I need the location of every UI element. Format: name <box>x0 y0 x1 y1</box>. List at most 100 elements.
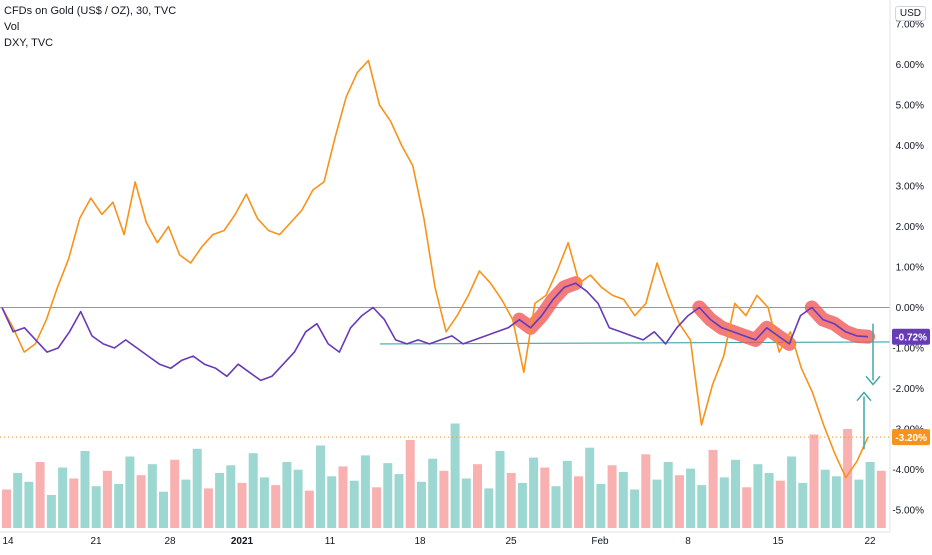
volume-bar <box>574 476 583 528</box>
volume-bar <box>147 464 157 528</box>
legend-main-series[interactable]: CFDs on Gold (US$ / OZ), 30, TVC <box>4 5 177 17</box>
volume-bar <box>327 476 337 528</box>
volume-bar <box>618 471 628 528</box>
volume-bar <box>517 482 527 528</box>
gold-series <box>1 59 869 479</box>
gold-last-value-badge-label: -3.20% <box>895 433 927 444</box>
y-tick-label: -4.00% <box>892 465 924 476</box>
volume-bar <box>237 482 247 528</box>
volume-bar <box>450 423 460 528</box>
volume-bar <box>843 429 853 528</box>
volume-bar <box>607 465 617 528</box>
legend-dxy[interactable]: DXY, TVC <box>4 37 54 49</box>
volume-bar <box>540 467 550 528</box>
dxy-series <box>1 282 869 382</box>
volume-bars <box>2 423 886 528</box>
y-tick-label: 2.00% <box>896 222 924 233</box>
volume-bar <box>775 480 785 528</box>
volume-bar <box>394 474 404 528</box>
x-tick-label: 8 <box>685 536 691 547</box>
y-tick-label: -1.00% <box>892 344 924 355</box>
volume-bar <box>495 451 505 528</box>
volume-bar <box>529 457 539 528</box>
support-line <box>379 341 891 345</box>
dxy-last-value-badge <box>892 328 930 345</box>
volume-bar <box>708 449 718 528</box>
arrow-up-head <box>856 391 872 402</box>
volume-bar <box>630 489 640 528</box>
volume-bar <box>372 487 382 528</box>
volume-bar <box>742 487 752 528</box>
volume-bar <box>13 473 23 528</box>
gold-last-value-badge <box>892 429 930 446</box>
volume-bar <box>652 479 662 528</box>
volume-bar <box>58 467 68 528</box>
volume-bar <box>383 463 393 528</box>
volume-bar <box>831 476 841 528</box>
volume-bar <box>731 459 740 528</box>
volume-bar <box>417 481 426 528</box>
currency-button[interactable]: USD <box>894 6 926 21</box>
volume-bar <box>641 454 651 528</box>
volume-bar <box>69 478 79 528</box>
volume-bar <box>2 489 11 528</box>
volume-bar <box>820 469 830 528</box>
x-tick-label: 2021 <box>231 536 254 547</box>
dxy-line <box>1 282 869 382</box>
volume-bar <box>461 478 471 528</box>
highlight-stroke <box>512 276 583 335</box>
volume-bar <box>764 473 774 528</box>
volume-bar <box>360 455 370 528</box>
volume-bar <box>215 473 225 528</box>
volume-bar <box>809 434 819 528</box>
volume-bar <box>282 462 292 528</box>
volume-bar <box>585 447 595 528</box>
volume-bar <box>753 464 763 528</box>
y-tick-label: 6.00% <box>896 60 924 71</box>
x-tick-label: Feb <box>591 536 609 547</box>
volume-bar <box>80 451 90 528</box>
volume-bar <box>226 465 236 528</box>
x-tick-label: 22 <box>864 536 876 547</box>
volume-bar <box>506 473 516 528</box>
y-tick-label: 4.00% <box>896 141 924 152</box>
y-tick-label: -2.00% <box>892 384 924 395</box>
volume-bar <box>596 484 606 528</box>
x-tick-label: 28 <box>164 536 176 547</box>
x-tick-label: 25 <box>505 536 517 547</box>
volume-bar <box>170 459 180 528</box>
volume-bar <box>181 479 191 528</box>
x-tick-label: 15 <box>772 536 784 547</box>
x-tick-label: 21 <box>90 536 102 547</box>
volume-bar <box>271 485 281 528</box>
volume-bar <box>35 462 45 528</box>
legend-volume[interactable]: Vol <box>4 21 20 33</box>
volume-bar <box>798 482 808 528</box>
volume-bar <box>136 475 146 528</box>
x-tick-label: 11 <box>325 536 336 547</box>
y-tick-label: 1.00% <box>896 263 924 274</box>
y-tick-label: 3.00% <box>896 182 924 193</box>
volume-bar <box>293 469 303 528</box>
y-tick-label: -5.00% <box>892 506 924 517</box>
volume-bar <box>338 466 348 528</box>
y-tick-label: 7.00% <box>896 20 924 31</box>
volume-bar <box>473 464 482 528</box>
volume-bar <box>484 488 494 528</box>
volume-bar <box>663 462 673 528</box>
volume-bar <box>405 440 415 528</box>
volume-bar <box>114 484 124 528</box>
volume-bar <box>102 470 112 528</box>
volume-bar <box>192 448 202 528</box>
volume-bar <box>551 486 561 528</box>
volume-bar <box>46 495 56 528</box>
volume-bar <box>248 453 258 528</box>
volume-bar <box>125 456 135 528</box>
volume-bar <box>686 468 696 528</box>
volume-bar <box>719 477 729 528</box>
y-tick-label: 0.00% <box>896 303 924 314</box>
volume-bar <box>259 477 269 528</box>
